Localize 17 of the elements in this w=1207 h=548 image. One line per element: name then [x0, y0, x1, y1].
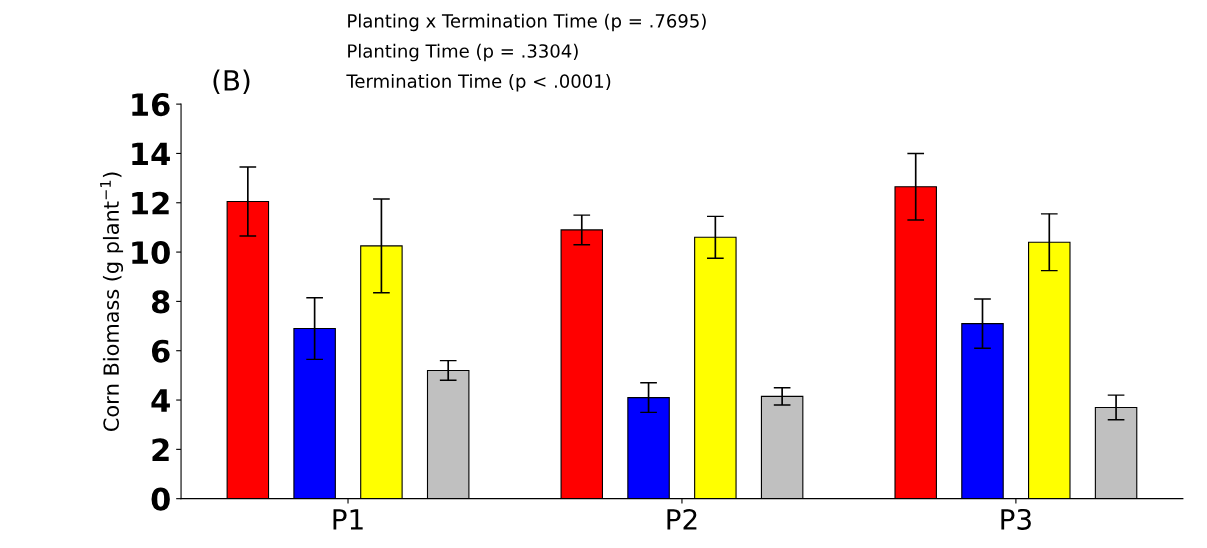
y-tick-label: 10 [132, 241, 170, 265]
y-axis-title: Corn Biomass (g plant$^{−1}$) [100, 172, 124, 431]
y-tick-label: 14 [132, 142, 170, 166]
text: (B) [213, 69, 250, 95]
y-tick-label: 8 [151, 290, 170, 314]
y-tick-label: 6 [151, 339, 170, 363]
y-tick-label: 0 [151, 487, 170, 511]
y-tick-label: 2 [152, 438, 169, 461]
text: Planting x Termination Time (p = .7695) [348, 13, 706, 32]
x-tick-label: P1 [333, 509, 363, 530]
y-tick-label: 4 [151, 389, 170, 412]
text: Termination Time (p < .0001) [346, 73, 611, 92]
x-tick-label: P2 [667, 508, 697, 530]
y-tick-label: 12 [132, 191, 169, 215]
x-tick-label: P3 [1001, 508, 1031, 530]
text: Planting Time (p = .3304) [348, 43, 578, 62]
y-tick-label: 16 [132, 93, 170, 117]
